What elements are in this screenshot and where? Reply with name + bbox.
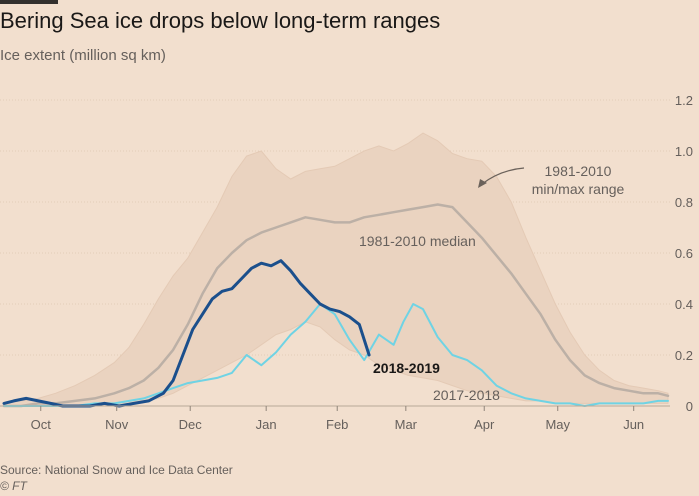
chart-labels: 1981-2010 median 2017-2018 2018-2019 1981-2… (359, 163, 625, 403)
x-tick-label: Feb (326, 417, 348, 432)
x-tick-label: Jan (256, 417, 277, 432)
chart-subtitle: Ice extent (million sq km) (0, 47, 166, 64)
x-tick-label: Apr (474, 417, 495, 432)
axes: 0 0.2 0.4 0.6 0.8 1.0 1.2 Oct Nov Dec Jan Feb Mar Apr… (0, 93, 693, 432)
y-tick-label: 0.8 (675, 195, 693, 210)
x-tick-label: Nov (105, 417, 129, 432)
range-label-line: min/max range (532, 181, 625, 197)
range-label-line: 1981-2010 (545, 163, 612, 179)
series-line-previous (3, 303, 669, 407)
series-label-median: 1981-2010 median (359, 233, 476, 249)
y-tick-label: 1.0 (675, 144, 693, 159)
range-band (3, 132, 669, 407)
range-label: 1981-2010 min/max range (532, 163, 625, 197)
y-tick-label: 1.2 (675, 93, 693, 108)
x-tick-label: Dec (179, 417, 203, 432)
series-label-current: 2018-2019 (373, 360, 440, 376)
series-label-previous: 2017-2018 (433, 387, 500, 403)
range-area (3, 132, 669, 407)
credit-note: © FT (0, 479, 27, 493)
source-note: Source: National Snow and Ice Data Cente… (0, 463, 233, 477)
y-tick-label: 0.2 (675, 348, 693, 363)
y-tick-label: 0 (686, 399, 693, 414)
chart-title: Bering Sea ice drops below long-term ran… (0, 8, 441, 33)
range-arrow-shaft (481, 167, 525, 185)
y-tick-label: 0.4 (675, 297, 693, 312)
range-arrow-head (478, 179, 487, 188)
series-line-median (2, 203, 670, 408)
y-tick-label: 0.6 (675, 246, 693, 261)
x-tick-label: Mar (395, 417, 418, 432)
x-tick-label: May (545, 417, 570, 432)
ice-extent-chart: 1981-2010 median 2017-2018 2018-2019 1981-2… (0, 93, 693, 432)
ft-top-rule (0, 0, 58, 4)
x-tick-label: Jun (623, 417, 644, 432)
x-tick-label: Oct (31, 417, 52, 432)
